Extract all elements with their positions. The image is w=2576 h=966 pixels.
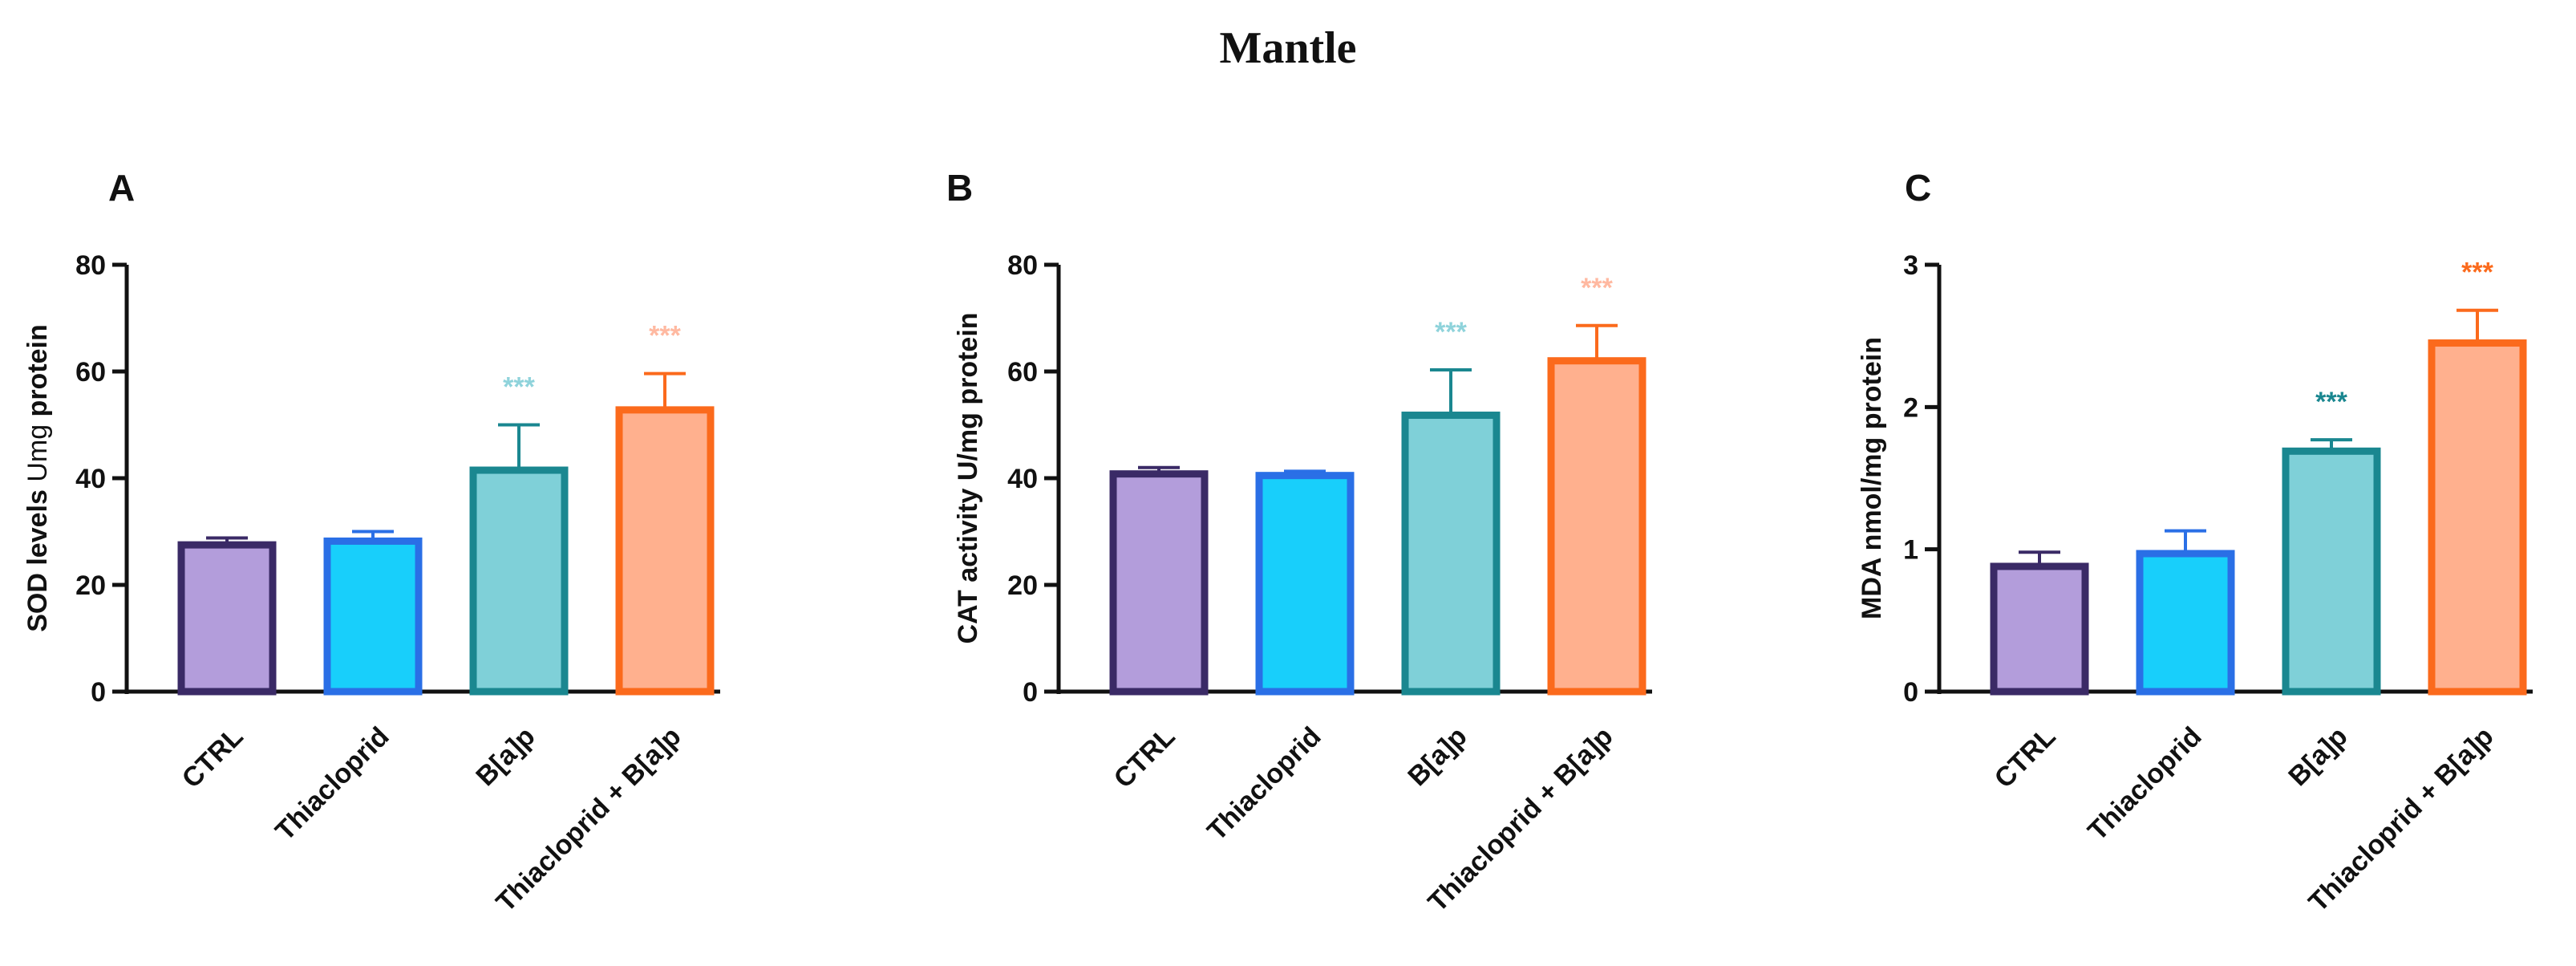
significance-label: ***: [2315, 387, 2347, 417]
significance-label: ***: [2461, 258, 2493, 288]
bar: [2282, 447, 2381, 696]
significance-label: ***: [1581, 273, 1613, 303]
bar: [469, 466, 569, 696]
x-tick-label: Thiacloprid: [269, 721, 395, 846]
y-tick-label: 60: [75, 357, 106, 388]
y-axis-label-part: CAT activity U/mg protein: [953, 312, 983, 643]
bar: [2428, 339, 2527, 696]
x-tick-label: CTRL: [1108, 721, 1181, 794]
bar: [1401, 412, 1501, 696]
panel-label: A: [108, 167, 135, 209]
bar: [1990, 562, 2089, 696]
panel-label: C: [1905, 167, 1931, 209]
y-axis-label: CAT activity U/mg protein: [953, 312, 983, 643]
significance-label: ***: [1435, 317, 1467, 347]
panel-label: B: [946, 167, 973, 209]
bar: [1109, 470, 1209, 696]
x-tick-label: B[a]p: [2282, 721, 2353, 792]
bar: [615, 406, 715, 696]
y-tick-label: 3: [1903, 250, 1918, 281]
y-tick-label: 1: [1903, 535, 1918, 566]
x-tick-label: Thiacloprid: [2082, 721, 2207, 846]
y-axis-label-part: MDA nmol/mg protein: [1857, 337, 1887, 619]
x-tick-label: Thiacloprid: [1201, 721, 1326, 846]
significance-label: ***: [503, 372, 535, 403]
y-tick-label: 60: [1007, 357, 1038, 388]
y-tick-label: 20: [75, 570, 106, 601]
y-tick-label: 0: [91, 677, 106, 708]
bar: [1255, 472, 1355, 696]
bar: [323, 537, 423, 696]
y-tick-label: 0: [1903, 677, 1918, 708]
y-tick-label: 80: [1007, 250, 1038, 281]
y-tick-label: 20: [1007, 570, 1038, 601]
figure-title: Mantle: [1219, 23, 1357, 73]
x-tick-label: CTRL: [176, 721, 249, 794]
significance-label: ***: [649, 321, 681, 351]
y-tick-label: 0: [1023, 677, 1038, 708]
y-axis-label-part: protein: [22, 324, 53, 416]
y-tick-label: 40: [1007, 464, 1038, 494]
chart-panel-a: A 0 20 40 60 80 SOD levels Umg protein CTRL Thia…: [22, 167, 720, 918]
y-axis-label: MDA nmol/mg protein: [1857, 337, 1887, 619]
y-axis-label: SOD levels Umg protein: [22, 324, 53, 632]
x-tick-label: CTRL: [1989, 721, 2062, 794]
y-tick-label: 40: [75, 464, 106, 494]
y-tick-label: 80: [75, 250, 106, 281]
chart-panel-c: C 0 1 2 3 MDA nmol/mg protein CTRL Thiacloprid *…: [1857, 167, 2533, 918]
bar: [2136, 550, 2235, 696]
y-tick-label: 2: [1903, 392, 1918, 423]
y-axis-label-part: Umg: [22, 416, 53, 489]
bar: [177, 541, 277, 696]
x-tick-label: B[a]p: [470, 721, 541, 792]
chart-panel-b: B 0 20 40 60 80 CAT activity U/mg protein CTRL T…: [946, 167, 1652, 918]
bar: [1547, 357, 1646, 696]
y-axis-label-part: SOD levels: [22, 489, 53, 632]
x-tick-label: B[a]p: [1402, 721, 1472, 792]
